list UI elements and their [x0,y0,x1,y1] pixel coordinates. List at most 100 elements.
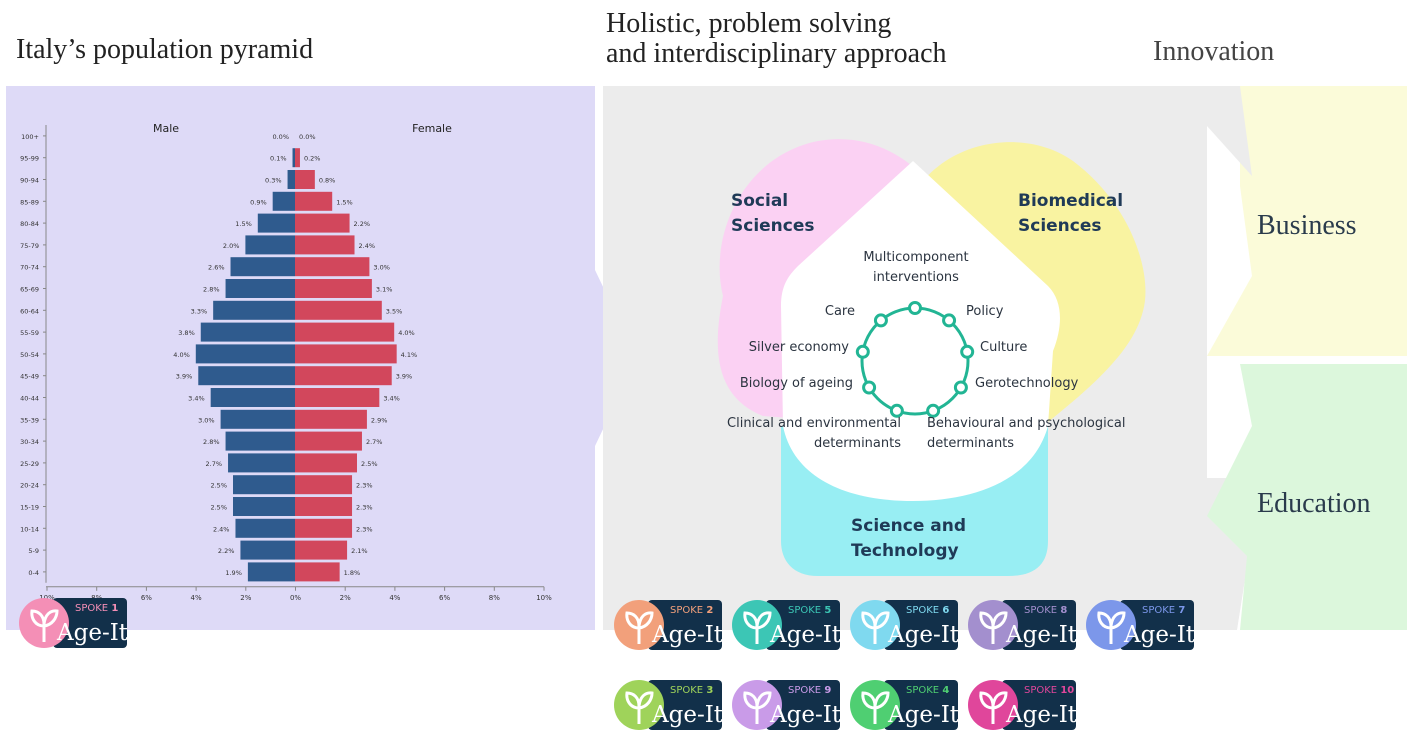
male-value-label: 2.7% [206,460,223,468]
male-bar [198,366,295,386]
female-bar [295,148,300,168]
age-tick-label: 25-29 [20,460,39,468]
topic-gerotechnology: Gerotechnology [975,376,1079,391]
spoke-8-badge: SPOKE 8 Age-It [968,600,1078,650]
science-label-line2: Technology [851,541,959,561]
male-value-label: 0.1% [270,155,287,163]
age-tick-label: 50-54 [20,351,39,359]
spoke-7-badge: SPOKE 7 Age-It [1086,600,1196,650]
female-value-label: 2.3% [356,482,373,490]
badge-spoke-word: SPOKE 9 [788,685,831,696]
male-value-label: 1.9% [225,569,242,577]
x-tick-label: 4% [191,594,202,600]
ring-node [908,301,922,315]
approach-heading-line1: Holistic, problem solving [606,8,892,39]
sprout-icon [30,609,59,642]
sprout-icon [979,611,1008,644]
male-value-label: 0.0% [272,133,289,141]
female-value-label: 2.5% [361,460,378,468]
population-pyramid-chart: 0.0% 0.0% 0.1% 0.2% 0.3% 0.8% 0.9% 1.5% 1.5% 2.2%… [20,122,552,600]
legend-female: Female [412,122,452,135]
female-value-label: 0.8% [319,177,336,185]
male-bar [220,409,295,429]
badge-background [766,600,840,650]
female-bar [295,300,382,320]
spoke-4-badge: SPOKE 4 Age-It [850,680,960,730]
age-tick-label: 100+ [21,133,39,141]
spoke-5-badge: SPOKE 5 Age-It [732,600,842,650]
female-value-label: 2.7% [366,438,383,446]
chevron-shade [1207,86,1252,176]
ring-node [873,313,888,328]
interdisciplinary-diagram: Social Sciences Biomedical Sciences Scie… [717,139,1146,576]
age-tick-label: 40-44 [20,395,39,403]
female-bar [295,388,380,407]
topic-multicomponent-l1: Multicomponent [863,250,968,265]
male-bar [233,475,295,495]
badge-spoke-word: SPOKE 7 [1142,605,1185,616]
male-bar [230,257,295,277]
age-tick-label: 55-59 [20,329,39,337]
male-value-label: 4.0% [173,351,190,359]
female-value-label: 3.4% [383,395,400,403]
age-tick-label: 30-34 [20,438,39,446]
female-value-label: 0.0% [299,133,316,141]
age-tick-label: 70-74 [20,264,39,272]
female-bar [295,213,350,233]
topic-behavioural-l1: Behavioural and psychological [927,416,1125,431]
sprout-icon [625,691,654,724]
female-bar [295,344,397,364]
badge-background [766,680,840,730]
age-tick-label: 85-89 [20,198,39,206]
male-bar [235,518,295,538]
female-value-label: 2.3% [356,525,373,533]
topic-clinical-l2: determinants [814,436,901,451]
sprout-icon [743,611,772,644]
badge-brand: Age-It [56,620,129,646]
badge-brand: Age-It [1005,622,1078,648]
female-bar [295,191,333,211]
ring-node [960,344,975,359]
badge-brand: Age-It [769,622,842,648]
male-bar [240,540,295,560]
x-tick-label: 8% [489,594,500,600]
male-bar [233,497,295,516]
topic-behavioural-l2: determinants [927,436,1014,451]
badge-background [884,600,958,650]
male-bar [195,344,295,364]
female-value-label: 3.5% [386,307,403,315]
ring-node [926,403,941,418]
topic-culture: Culture [980,340,1027,355]
age-tick-label: 20-24 [20,482,39,490]
business-box [1207,86,1407,356]
age-tick-label: 5-9 [28,547,39,555]
x-tick-label: 10% [39,594,55,600]
male-bar [287,170,295,189]
spoke-10-badge: SPOKE 10 Age-It [968,680,1078,730]
ring-node [855,344,870,359]
education-box [1207,364,1407,630]
female-bar [295,366,392,386]
male-value-label: 3.9% [176,373,193,381]
male-value-label: 2.5% [210,482,227,490]
badge-spoke-word: SPOKE 3 [670,685,713,696]
age-tick-label: 95-99 [20,155,39,163]
x-tick-label: 6% [141,594,152,600]
badge-brand: Age-It [887,702,960,728]
male-bar [292,148,295,168]
diagram-core [781,161,1060,501]
female-value-label: 4.0% [398,329,415,337]
female-value-label: 0.2% [304,155,321,163]
male-value-label: 2.5% [210,504,227,512]
male-value-label: 2.8% [203,286,220,294]
female-bar [295,279,372,298]
badge-spoke-word: SPOKE 4 [906,685,949,696]
pyramid-heading: Italy’s population pyramid [16,34,314,65]
badge-background [53,598,127,648]
business-label: Business [1257,210,1357,241]
ring-node [889,403,904,418]
approach-heading-line2: and interdisciplinary approach [606,38,947,69]
ring-node [953,380,968,395]
sprout-icon [625,611,654,644]
badge-brand: Age-It [651,702,724,728]
